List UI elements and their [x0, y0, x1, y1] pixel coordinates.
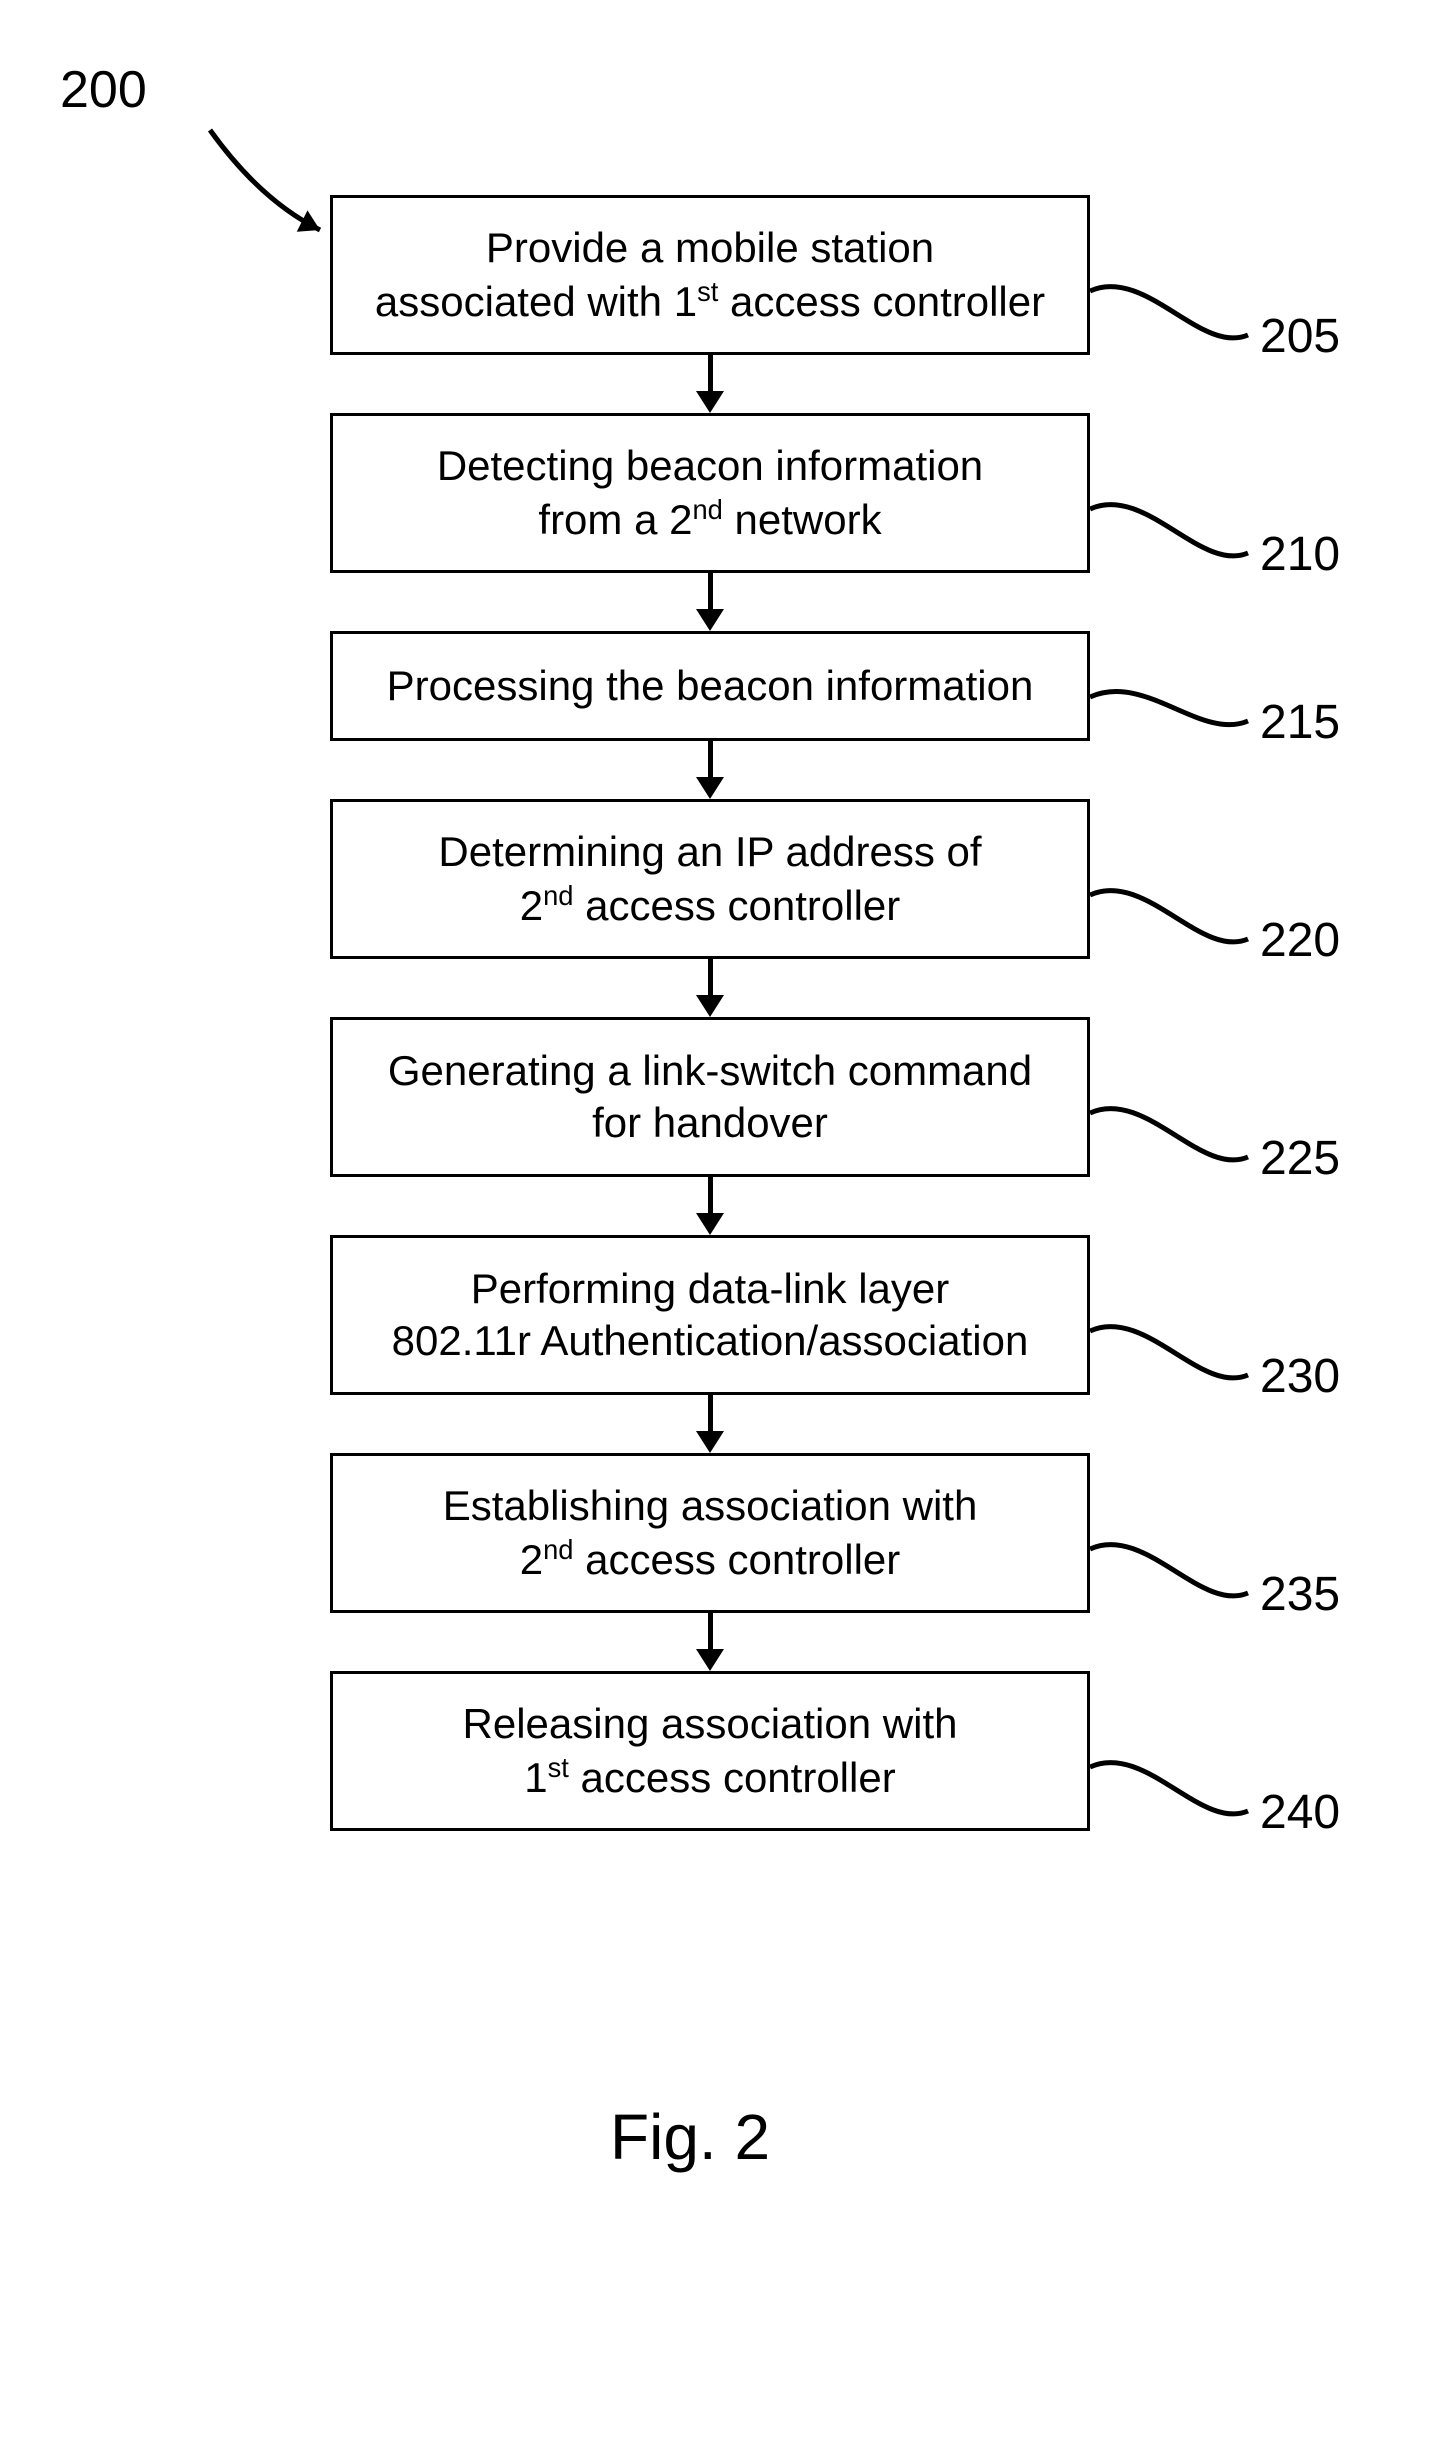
ref-connector-240: [0, 0, 1288, 1871]
figure-caption-text: Fig. 2: [610, 2101, 770, 2173]
figure-caption: Fig. 2: [610, 2100, 770, 2174]
